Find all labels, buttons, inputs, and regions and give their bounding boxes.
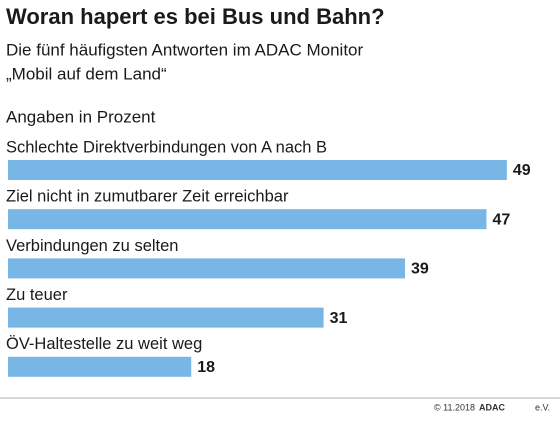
bar bbox=[8, 356, 192, 377]
value-label: 47 bbox=[492, 211, 510, 228]
category-label: Verbindungen zu selten bbox=[6, 237, 178, 255]
footer-publisher-suffix: e.V. bbox=[535, 402, 550, 412]
category-label: ÖV-Haltestelle zu weit weg bbox=[6, 335, 202, 353]
value-label: 49 bbox=[513, 162, 531, 179]
value-label: 18 bbox=[197, 359, 215, 376]
chart-subtitle: „Mobil auf dem Land“ bbox=[6, 64, 167, 83]
value-label: 31 bbox=[330, 310, 348, 327]
bar bbox=[8, 160, 507, 180]
chart-title: Woran hapert es bei Bus und Bahn? bbox=[6, 4, 385, 29]
category-label: Schlechte Direktverbindungen von A nach … bbox=[6, 138, 327, 156]
chart-subtitle: Die fünf häufigsten Antworten im ADAC Mo… bbox=[6, 40, 364, 59]
bar bbox=[8, 258, 406, 279]
footer-date: © 11.2018 bbox=[434, 402, 475, 412]
footer-publisher: ADAC bbox=[479, 402, 505, 412]
category-label: Ziel nicht in zumutbarer Zeit erreichbar bbox=[6, 188, 289, 206]
category-label: Zu teuer bbox=[6, 286, 68, 304]
value-label: 39 bbox=[411, 261, 429, 278]
unit-note: Angaben in Prozent bbox=[6, 107, 156, 126]
bar bbox=[8, 307, 324, 328]
bar bbox=[8, 209, 487, 230]
